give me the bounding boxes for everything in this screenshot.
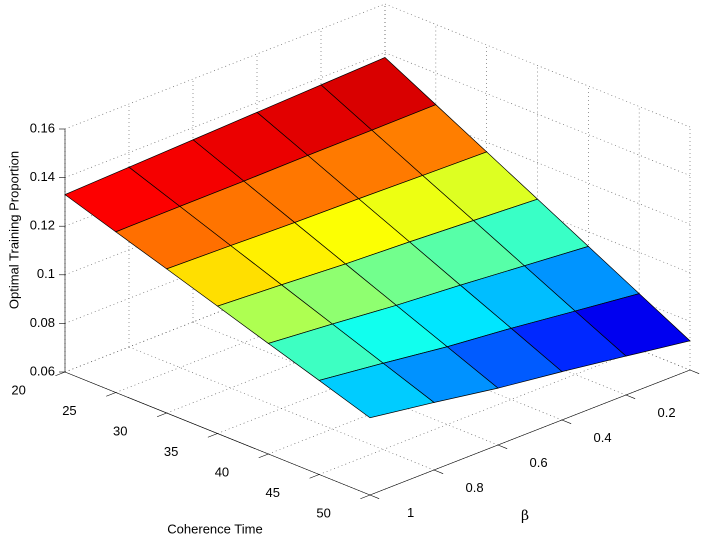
x-tick-label: 20 — [11, 382, 25, 397]
z-tick-label: 0.16 — [30, 120, 55, 135]
tick-mark — [360, 494, 371, 500]
axis-line — [64, 371, 371, 496]
tick-mark — [156, 412, 167, 418]
z-tick-label: 0.06 — [30, 363, 55, 378]
grid-line — [384, 3, 691, 128]
z-tick-label: 0.12 — [30, 218, 55, 233]
x-axis-label: Coherence Time — [167, 521, 262, 536]
x-tick-label: 40 — [215, 464, 229, 479]
tick-mark — [106, 392, 116, 397]
axis-line — [369, 369, 691, 496]
z-tick-label: 0.08 — [30, 315, 55, 330]
y-axis-label: β — [521, 508, 529, 524]
x-tick-label: 50 — [316, 505, 330, 520]
y-tick-label: 0.6 — [530, 455, 548, 470]
tick-mark — [258, 453, 269, 459]
tick-mark — [55, 371, 66, 377]
grid-line — [384, 100, 691, 225]
z-tick-label: 0.1 — [37, 266, 55, 281]
x-tick-label: 30 — [113, 423, 127, 438]
tick-mark — [561, 419, 572, 424]
surface-face — [318, 362, 435, 419]
tick-mark — [625, 394, 636, 399]
tick-mark — [309, 474, 320, 479]
grid-line — [128, 346, 435, 471]
grid-line — [384, 52, 691, 176]
x-tick-label: 45 — [266, 485, 280, 500]
y-tick-label: 1 — [407, 505, 414, 520]
tick-mark — [497, 444, 508, 449]
tick-mark — [207, 433, 218, 438]
y-tick-label: 0.8 — [466, 480, 484, 495]
z-tick-label: 0.14 — [30, 169, 55, 184]
tick-mark — [369, 494, 380, 499]
y-tick-label: 0.4 — [594, 430, 612, 445]
y-tick-label: 0.2 — [658, 405, 676, 420]
tick-mark — [433, 469, 444, 474]
x-tick-label: 35 — [164, 444, 178, 459]
x-tick-label: 25 — [62, 403, 76, 418]
z-axis-label: Optimal Training Proportion — [6, 151, 21, 309]
tick-mark — [689, 369, 700, 374]
